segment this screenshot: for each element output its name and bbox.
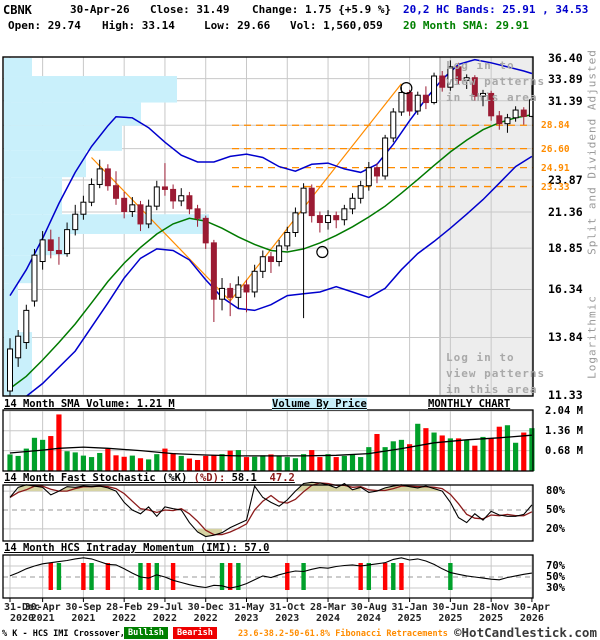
high-value: High: 33.14 [102,19,175,32]
log-scale-label: Logarithmic [585,295,599,379]
date-axis-label: 31-Jan 2025 [391,602,428,624]
change-value: Change: 1.75 {+5.9 %} [252,3,392,16]
price-axis-label: 31.39 [548,93,583,108]
login-prompt-top[interactable]: Log in to view patterns in this area [446,58,545,106]
fibonacci-legend-label: 23.6-38.2-50-61.8% Fibonacci Retracement… [238,629,448,639]
date-axis-label: 30-Jun 2025 [432,602,469,624]
fib-axis-label: 28.84 [541,120,570,132]
imi-axis-label: 70% [546,560,565,572]
price-axis-label: 36.40 [548,51,583,65]
imi-axis-label: 30% [546,582,565,594]
date-axis-label: 28-Nov 2025 [473,602,510,624]
quote-date: 30-Apr-26 [70,3,130,16]
date-axis-label: 30-Sep 2021 [65,602,102,624]
date-axis-label: 31-May 2023 [228,602,265,624]
price-axis-label: 13.84 [548,330,583,345]
close-value: Close: 31.49 [150,3,230,16]
price-axis-label: 21.36 [548,205,583,220]
fib-axis-label: 24.91 [541,162,570,174]
login-line[interactable]: view patterns [446,75,546,88]
price-axis-label: 16.34 [548,282,583,297]
date-axis-label: 30-Dec 2022 [187,602,224,624]
date-axis-label: 30-Apr 2026 [513,602,550,624]
login-line[interactable]: in this area [446,91,538,104]
volume-panel-title: 14 Month SMA Volume: 1.21 M [4,398,175,410]
login-line[interactable]: in this area [446,383,538,396]
bearish-badge: Bearish [173,627,217,639]
fib-axis-label: 26.60 [541,143,570,155]
stoch-title-main: 14 Month Fast Stochastic (%K) [4,472,188,484]
crossover-legend-label: % K - HCS IMI Crossover, [2,629,125,639]
date-axis-label: 29-Jul 2022 [146,602,183,624]
volume-by-price-label: Volume By Price [272,398,367,410]
open-value: Open: 29.74 [8,19,81,32]
low-value: Low: 29.66 [204,19,271,32]
date-axis-label: 31-Dec 2020 [3,602,41,624]
stoch-axis-label: 80% [546,485,565,498]
stoch-k-value: 58.1 [231,472,257,484]
volume-axis-label: 2.04 M [545,404,583,417]
volume-axis-label: 1.36 M [545,424,583,437]
login-line[interactable]: Log in to [446,59,515,72]
date-axis-label: 31-Oct 2023 [269,602,306,624]
stoch-axis-label: 20% [546,522,565,535]
monthly-chart-label: MONTHLY CHART [428,398,511,410]
stochastic-panel-title: 14 Month Fast Stochastic (%K) (%D): 58.1… [4,472,295,484]
volume-axis-label: 0.68 M [545,444,583,457]
login-prompt-bottom[interactable]: Log in to view patterns in this area [446,350,545,398]
price-axis-label: 18.85 [548,241,583,256]
hc-bands-value: 20,2 HC Bands: 25.91 , 34.53 [403,3,589,16]
imi-axis-label: 50% [546,571,565,583]
date-axis-label: 28-Mar 2024 [309,602,347,624]
stoch-d-value: 47.2 [269,472,295,484]
imi-panel-title: 14 Month HCS Intraday Momentum (IMI): 57… [4,542,270,554]
stoch-d-label: (%D): [193,472,226,484]
price-axis-label: 11.33 [548,388,583,403]
ticker-symbol: CBNK [3,3,32,17]
price-axis-label: 23.87 [548,172,583,187]
copyright-watermark[interactable]: ©HotCandlestick.com [454,625,597,640]
login-line[interactable]: view patterns [446,367,546,380]
volume-value: Vol: 1,560,059 [290,19,383,32]
price-axis-label: 33.89 [548,71,583,86]
sma-value: 20 Month SMA: 29.91 [403,19,529,32]
date-axis-label: 30-Apr 2021 [24,602,61,624]
adjusted-axis-label: Split and Dividend Adjusted [585,49,599,255]
login-line[interactable]: Log in to [446,351,515,364]
bullish-badge: Bullish [124,627,168,639]
fib-axis-label: 23.33 [541,181,570,193]
date-axis-label: 28-Feb 2022 [106,602,143,624]
stoch-axis-label: 50% [546,504,565,516]
date-axis-label: 30-Aug 2024 [350,602,387,624]
